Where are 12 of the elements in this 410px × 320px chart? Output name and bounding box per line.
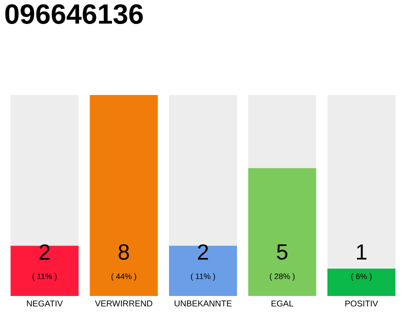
x-tick-label: VERWIRREND [94, 300, 152, 306]
bar [327, 268, 396, 296]
annotation: 8 [118, 244, 129, 260]
x-tick-label: UNBEKANNTE [174, 300, 232, 306]
x-tick-label: EGAL [272, 300, 294, 307]
x-tick-label: POSITIV [345, 300, 378, 307]
annotation: 5 [276, 244, 288, 260]
annotation: 1 [356, 244, 366, 260]
chart-title: 096646136 [5, 4, 143, 24]
annotation: 2 [198, 244, 208, 260]
x-tick-label: NEGATIV [27, 300, 63, 307]
annotation: 2 [40, 244, 50, 260]
